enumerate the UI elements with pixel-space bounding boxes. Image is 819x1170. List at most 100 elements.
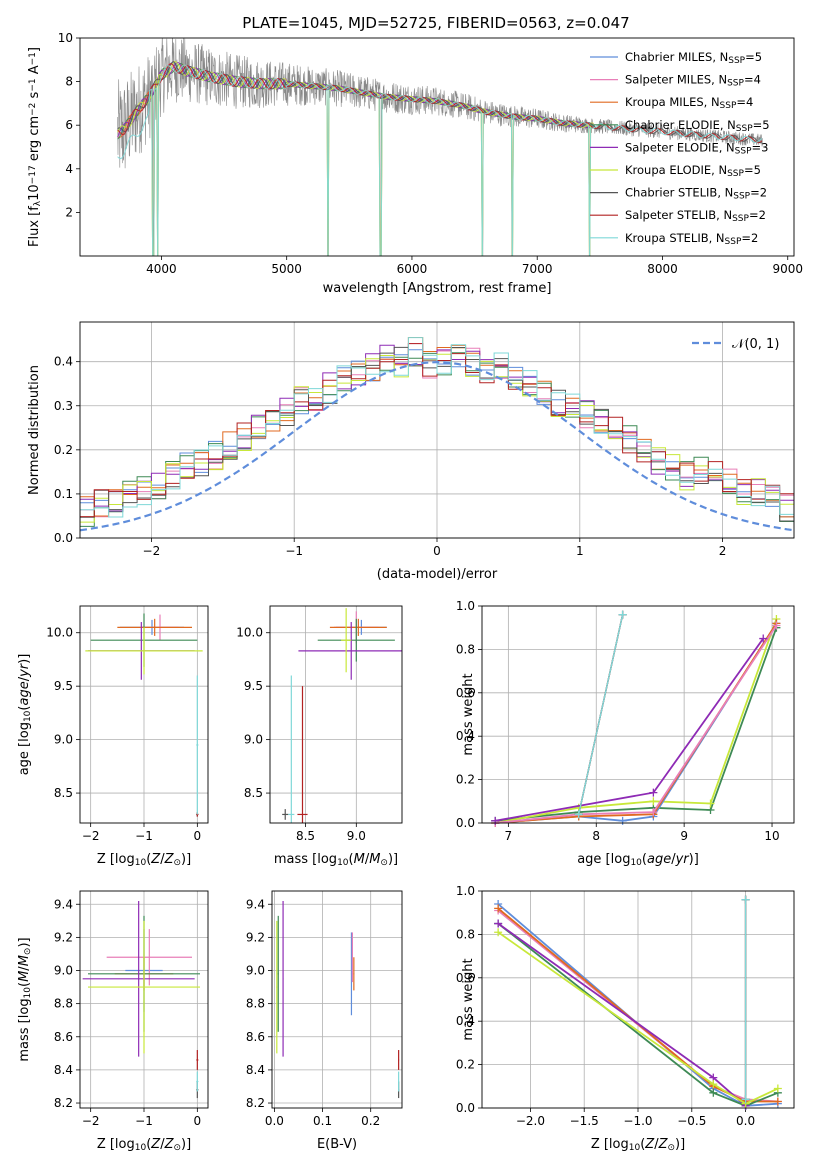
y-tick-label: 9.5 xyxy=(244,679,263,693)
x-axis-label: Z [log10(Z/Z⊙)] xyxy=(97,1137,191,1153)
y-axis-label: Flux [fλ10−17 erg cm−2 s−1 A−1] xyxy=(27,47,43,247)
histogram-step xyxy=(80,343,794,518)
mass-vs-Z-panel: −2 −1 0 8.2 8.4 8.6 8.8 9.0 9.2 9.4 Z [log10(Z/Z⊙)… xyxy=(17,890,209,1153)
weight-marker xyxy=(649,808,658,817)
x-axis-label: Z [log10(Z/Z⊙)] xyxy=(591,1137,685,1153)
residuals-panel: −2 −1 0 1 2 0.0 0.1 0.2 0.3 0.4 𝒩(0, 1) (data-model… xyxy=(27,321,795,582)
y-tick-label: 9.0 xyxy=(246,964,265,978)
spectrum-model-line xyxy=(117,64,594,256)
weight-marker xyxy=(649,797,658,806)
age-vs-mass-panel: 8.5 9.0 8.5 9.0 9.5 10.0 mass [log10(M/M⊙)] xyxy=(236,605,403,868)
y-axis-label: mass weight xyxy=(461,958,476,1040)
y-tick-label: 8.6 xyxy=(246,1030,265,1044)
y-tick-label: 0.6 xyxy=(456,686,475,700)
weight-line xyxy=(495,622,778,824)
x-tick-label: 0 xyxy=(194,829,202,843)
y-tick-label: 8.4 xyxy=(54,1063,73,1077)
weight-line xyxy=(497,931,779,1105)
weight-marker xyxy=(709,1080,718,1089)
x-tick-label: 0 xyxy=(194,1114,202,1128)
weight-marker xyxy=(773,1084,782,1093)
x-axis-label: E(B-V) xyxy=(317,1137,357,1152)
mass-weight-vs-Z-panel: −2.0 −1.5 −1.0 −0.5 0.0 0.0 0.2 0.4 0.6 0.8 1.0 Z [… xyxy=(456,884,795,1153)
x-tick-label: 8 xyxy=(592,829,600,843)
y-tick-label: 0.4 xyxy=(54,355,73,369)
legend-label: Kroupa ELODIE, NSSP=5 xyxy=(625,163,761,179)
legend-label: 𝒩(0, 1) xyxy=(732,337,779,352)
mass-weight-vs-age-panel: 7 8 9 10 0.0 0.2 0.4 0.6 0.8 1.0 age [log10(age/yr… xyxy=(456,599,795,868)
y-axis-label: age [log10(age/yr)] xyxy=(17,654,33,776)
spectrum-panel: 4000 5000 6000 7000 8000 9000 2 4 6 8 10 Chabrier M… xyxy=(27,31,803,296)
x-tick-label: −1.0 xyxy=(623,1114,652,1128)
axes-frame xyxy=(79,321,795,539)
weight-line xyxy=(495,625,778,824)
legend-label: Chabrier MILES, NSSP=5 xyxy=(625,50,762,66)
spectrum-model-line xyxy=(117,61,594,138)
legend-label: Salpeter MILES, NSSP=4 xyxy=(625,73,761,89)
weight-marker xyxy=(618,816,627,825)
x-tick-label: 4000 xyxy=(146,262,177,276)
spectrum-model-line xyxy=(117,64,763,256)
y-tick-label: 8.5 xyxy=(54,786,73,800)
y-tick-label: 9.2 xyxy=(54,930,73,944)
y-tick-label: 0.0 xyxy=(456,1101,475,1115)
y-tick-label: 10.0 xyxy=(236,626,263,640)
x-axis-label: mass [log10(M/M⊙)] xyxy=(274,852,398,868)
weight-marker xyxy=(494,919,503,928)
figure-title: PLATE=1045, MJD=52725, FIBERID=0563, z=0… xyxy=(242,14,629,32)
x-axis-label: Z [log10(Z/Z⊙)] xyxy=(97,852,191,868)
y-tick-label: 10 xyxy=(58,31,73,45)
x-axis-label: wavelength [Angstrom, rest frame] xyxy=(323,281,552,296)
y-tick-label: 6 xyxy=(65,118,73,132)
weight-marker xyxy=(772,621,781,630)
y-tick-label: 0.8 xyxy=(456,642,475,656)
y-axis-label: mass weight xyxy=(461,673,476,755)
x-tick-label: −1 xyxy=(135,829,153,843)
legend-label: Kroupa MILES, NSSP=4 xyxy=(625,95,753,111)
x-tick-label: 10 xyxy=(764,829,779,843)
y-axis-label: Normed distribution xyxy=(27,365,42,495)
x-axis-label: (data-model)/error xyxy=(377,567,498,582)
x-tick-label: 6000 xyxy=(397,262,428,276)
y-tick-label: 9.0 xyxy=(244,733,263,747)
y-tick-label: 4 xyxy=(65,162,73,176)
legend-label: Kroupa STELIB, NSSP=2 xyxy=(625,231,758,247)
weight-line xyxy=(578,614,624,815)
histogram-step xyxy=(80,349,794,518)
weight-marker xyxy=(741,1095,750,1104)
axes-frame xyxy=(481,890,795,1109)
x-tick-label: 8.5 xyxy=(296,829,315,843)
x-tick-label: 7000 xyxy=(522,262,553,276)
y-tick-label: 1.0 xyxy=(456,884,475,898)
x-tick-label: 0.1 xyxy=(313,1114,332,1128)
legend-label: Chabrier STELIB, NSSP=2 xyxy=(625,186,767,202)
x-tick-label: −2 xyxy=(82,829,100,843)
histogram-step xyxy=(80,343,794,519)
x-tick-label: 9.0 xyxy=(347,829,366,843)
histogram-step xyxy=(80,337,794,523)
weight-line xyxy=(495,622,778,824)
histogram-step xyxy=(80,347,794,524)
y-tick-label: 8.2 xyxy=(246,1096,265,1110)
y-tick-label: 0.4 xyxy=(456,1014,475,1028)
x-tick-label: 0.0 xyxy=(265,1114,284,1128)
legend-label: Salpeter STELIB, NSSP=2 xyxy=(625,208,766,224)
y-tick-label: 9.4 xyxy=(54,897,73,911)
y-tick-label: 0.8 xyxy=(456,927,475,941)
axes-frame xyxy=(79,605,209,824)
weight-line xyxy=(497,922,747,1107)
weight-line xyxy=(495,627,778,822)
y-tick-label: 8.6 xyxy=(54,1030,73,1044)
weight-line xyxy=(495,637,764,822)
weight-marker xyxy=(709,1088,718,1097)
weight-marker xyxy=(741,895,750,904)
legend-label: Chabrier ELODIE, NSSP=5 xyxy=(625,118,770,134)
x-tick-label: −2.0 xyxy=(516,1114,545,1128)
weight-marker xyxy=(759,634,768,643)
weight-marker xyxy=(491,816,500,825)
x-tick-label: 9 xyxy=(680,829,688,843)
weight-marker xyxy=(494,928,503,937)
y-tick-label: 0.1 xyxy=(54,487,73,501)
y-tick-label: 0.6 xyxy=(456,971,475,985)
mass-vs-ebv-panel: 0.0 0.1 0.2 8.2 8.4 8.6 8.8 9.0 9.2 9.4 E(B-V) xyxy=(246,890,403,1152)
